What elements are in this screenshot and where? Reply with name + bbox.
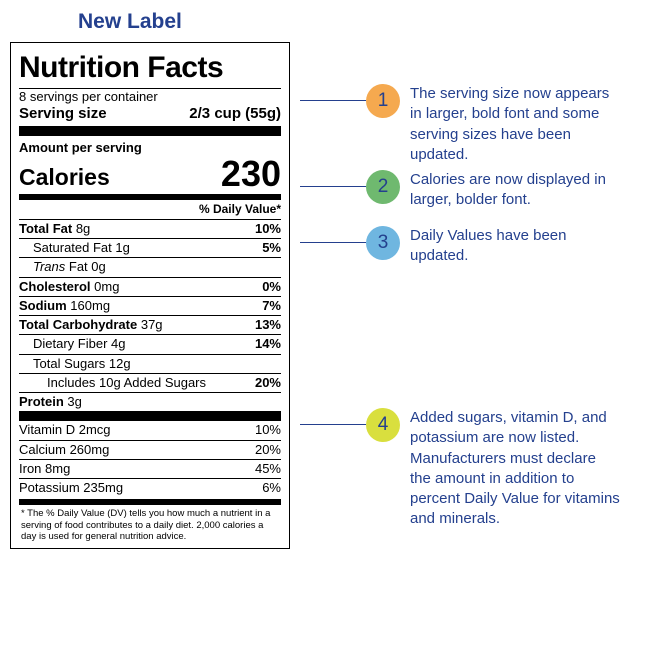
nutrient-cholesterol: Cholesterol 0mg 0%	[19, 278, 281, 297]
added-sugars-dv: 20%	[255, 375, 281, 391]
potassium-dv: 6%	[262, 480, 281, 496]
sodium-dv: 7%	[262, 298, 281, 314]
nutrient-vitd: Vitamin D 2mcg 10%	[19, 421, 281, 440]
nutrient-sat-fat: Saturated Fat 1g 5%	[19, 239, 281, 258]
iron-dv: 45%	[255, 461, 281, 477]
total-fat-amt: 8g	[76, 221, 90, 236]
page-title: New Label	[0, 0, 662, 42]
sat-fat-label: Saturated Fat 1g	[19, 240, 130, 256]
serving-size-value: 2/3 cup (55g)	[189, 105, 281, 124]
carb-amt: 37g	[141, 317, 163, 332]
callout-line	[300, 242, 366, 243]
cholesterol-amt: 0mg	[94, 279, 119, 294]
servings-per-container: 8 servings per container	[19, 89, 281, 105]
callout-text: Daily Values have been updated.	[410, 226, 620, 267]
callout-4: 4 Added sugars, vitamin D, and potassium …	[300, 408, 620, 530]
callout-number-circle: 1	[366, 84, 400, 118]
callout-2: 2 Calories are now displayed in larger, b…	[300, 170, 620, 211]
vitd-label: Vitamin D 2mcg	[19, 422, 111, 438]
nutrient-iron: Iron 8mg 45%	[19, 460, 281, 479]
nutrition-facts-heading: Nutrition Facts	[19, 49, 281, 89]
nutrient-total-fat: Total Fat 8g 10%	[19, 220, 281, 239]
calories-label: Calories	[19, 163, 110, 192]
callout-1: 1 The serving size now appears in larger,…	[300, 84, 620, 165]
sodium-amt: 160mg	[70, 298, 110, 313]
nutrient-added-sugars: Includes 10g Added Sugars 20%	[19, 374, 281, 393]
calcium-label: Calcium 260mg	[19, 442, 109, 458]
callout-number-circle: 2	[366, 170, 400, 204]
nutrient-potassium: Potassium 235mg 6%	[19, 479, 281, 505]
sodium-label: Sodium	[19, 298, 67, 313]
callout-text: Added sugars, vitamin D, and potassium a…	[410, 408, 620, 530]
fiber-label: Dietary Fiber 4g	[19, 336, 125, 352]
callout-number-circle: 4	[366, 408, 400, 442]
callout-line	[300, 100, 366, 101]
serving-size-label: Serving size	[19, 105, 107, 124]
sat-fat-dv: 5%	[262, 240, 281, 256]
callout-number-circle: 3	[366, 226, 400, 260]
potassium-label: Potassium 235mg	[19, 480, 123, 496]
callout-text: The serving size now appears in larger, …	[410, 84, 620, 165]
nutrient-sodium: Sodium 160mg 7%	[19, 297, 281, 316]
footnote: * The % Daily Value (DV) tells you how m…	[19, 505, 281, 542]
added-sugars-label: Includes 10g Added Sugars	[19, 375, 206, 391]
fiber-dv: 14%	[255, 336, 281, 352]
protein-label: Protein	[19, 394, 64, 409]
calcium-dv: 20%	[255, 442, 281, 458]
nutrient-trans-fat: Trans Fat 0g	[19, 258, 281, 277]
nutrient-sugars: Total Sugars 12g	[19, 355, 281, 374]
daily-value-header: % Daily Value*	[19, 200, 281, 220]
total-fat-dv: 10%	[255, 221, 281, 237]
nutrient-carb: Total Carbohydrate 37g 13%	[19, 316, 281, 335]
iron-label: Iron 8mg	[19, 461, 70, 477]
total-fat-label: Total Fat	[19, 221, 72, 236]
trans-fat-italic: Trans	[33, 259, 65, 274]
sugars-label: Total Sugars 12g	[19, 356, 131, 372]
calories-value: 230	[221, 156, 281, 192]
nutrient-protein: Protein 3g	[19, 393, 281, 421]
nutrient-fiber: Dietary Fiber 4g 14%	[19, 335, 281, 354]
callout-line	[300, 424, 366, 425]
vitd-dv: 10%	[255, 422, 281, 438]
callout-3: 3 Daily Values have been updated.	[300, 226, 620, 267]
carb-dv: 13%	[255, 317, 281, 333]
carb-label: Total Carbohydrate	[19, 317, 137, 332]
nutrient-calcium: Calcium 260mg 20%	[19, 441, 281, 460]
nutrition-label: Nutrition Facts 8 servings per container…	[10, 42, 290, 549]
cholesterol-label: Cholesterol	[19, 279, 91, 294]
callout-line	[300, 186, 366, 187]
callout-text: Calories are now displayed in larger, bo…	[410, 170, 620, 211]
cholesterol-dv: 0%	[262, 279, 281, 295]
trans-fat-rest: Fat 0g	[65, 259, 105, 274]
protein-amt: 3g	[67, 394, 81, 409]
